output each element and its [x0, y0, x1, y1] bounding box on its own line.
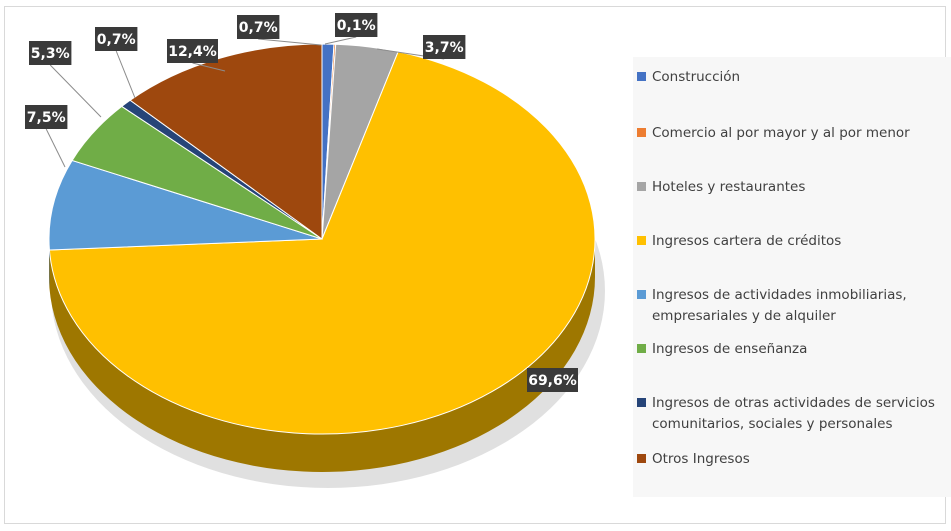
legend-label-3: Ingresos cartera de créditos: [652, 233, 842, 249]
legend-item-7: Otros Ingresos: [637, 449, 942, 470]
data-label-2: 3,7%: [425, 40, 464, 56]
chart-legend: Construcción Comercio al por mayor y al p…: [633, 57, 951, 497]
legend-swatch-1: [637, 128, 646, 137]
data-label-5: 5,3%: [31, 46, 70, 62]
data-label-bg-1: [335, 13, 378, 37]
pie-side-3: [49, 239, 595, 472]
leader-line-5: [49, 64, 102, 118]
legend-item-6: Ingresos de otras actividades de servici…: [637, 393, 942, 435]
leader-line-7: [192, 62, 226, 72]
leader-line-1: [324, 36, 357, 45]
data-label-bg-0: [237, 15, 280, 39]
data-label-0: 0,7%: [239, 20, 278, 36]
legend-item-5: Ingresos de enseñanza: [637, 339, 942, 360]
data-label-4: 7,5%: [27, 110, 66, 126]
data-label-bg-5: [29, 41, 72, 65]
legend-swatch-7: [637, 454, 646, 463]
legend-label-1: Comercio al por mayor y al por menor: [652, 125, 910, 141]
legend-item-1: Comercio al por mayor y al por menor: [637, 123, 942, 144]
legend-swatch-2: [637, 182, 646, 191]
pie-slice-7: [129, 43, 323, 240]
data-label-bg-6: [95, 27, 138, 51]
pie-chart: 0,7% 0,1% 3,7% 69,6% 7,5% 5,3% 0,7% 12,4%: [25, 13, 605, 488]
legend-item-0: Construcción: [637, 67, 942, 88]
leader-line-6: [115, 50, 136, 99]
legend-item-4: Ingresos de actividades inmobiliarias, e…: [637, 285, 942, 327]
pie-slice-3: [48, 51, 596, 435]
data-label-bg-7: [167, 39, 218, 63]
pie-slice-4: [48, 159, 323, 251]
data-label-6: 0,7%: [97, 32, 136, 48]
legend-label-4: Ingresos de actividades inmobiliarias, e…: [652, 287, 907, 324]
legend-label-2: Hoteles y restaurantes: [652, 179, 806, 195]
leader-line-0: [258, 38, 322, 46]
data-label-bg-2: [423, 35, 466, 59]
leader-line-4: [45, 128, 66, 168]
data-label-7: 12,4%: [168, 44, 217, 60]
chart-area: 0,7% 0,1% 3,7% 69,6% 7,5% 5,3% 0,7% 12,4% Const…: [4, 6, 951, 524]
legend-label-6: Ingresos de otras actividades de servici…: [652, 395, 935, 432]
legend-swatch-4: [637, 290, 646, 299]
legend-swatch-0: [637, 72, 646, 81]
legend-item-2: Hoteles y restaurantes: [637, 177, 942, 198]
data-label-bg-3: [527, 368, 578, 392]
data-label-bg-4: [25, 105, 68, 129]
legend-label-7: Otros Ingresos: [652, 451, 750, 467]
legend-label-0: Construcción: [652, 69, 741, 85]
legend-swatch-5: [637, 344, 646, 353]
legend-swatch-3: [637, 236, 646, 245]
legend-swatch-6: [637, 398, 646, 407]
data-label-3: 69,6%: [528, 373, 577, 389]
legend-item-3: Ingresos cartera de créditos: [637, 231, 942, 252]
legend-label-5: Ingresos de enseñanza: [652, 341, 808, 357]
data-label-1: 0,1%: [337, 18, 376, 34]
